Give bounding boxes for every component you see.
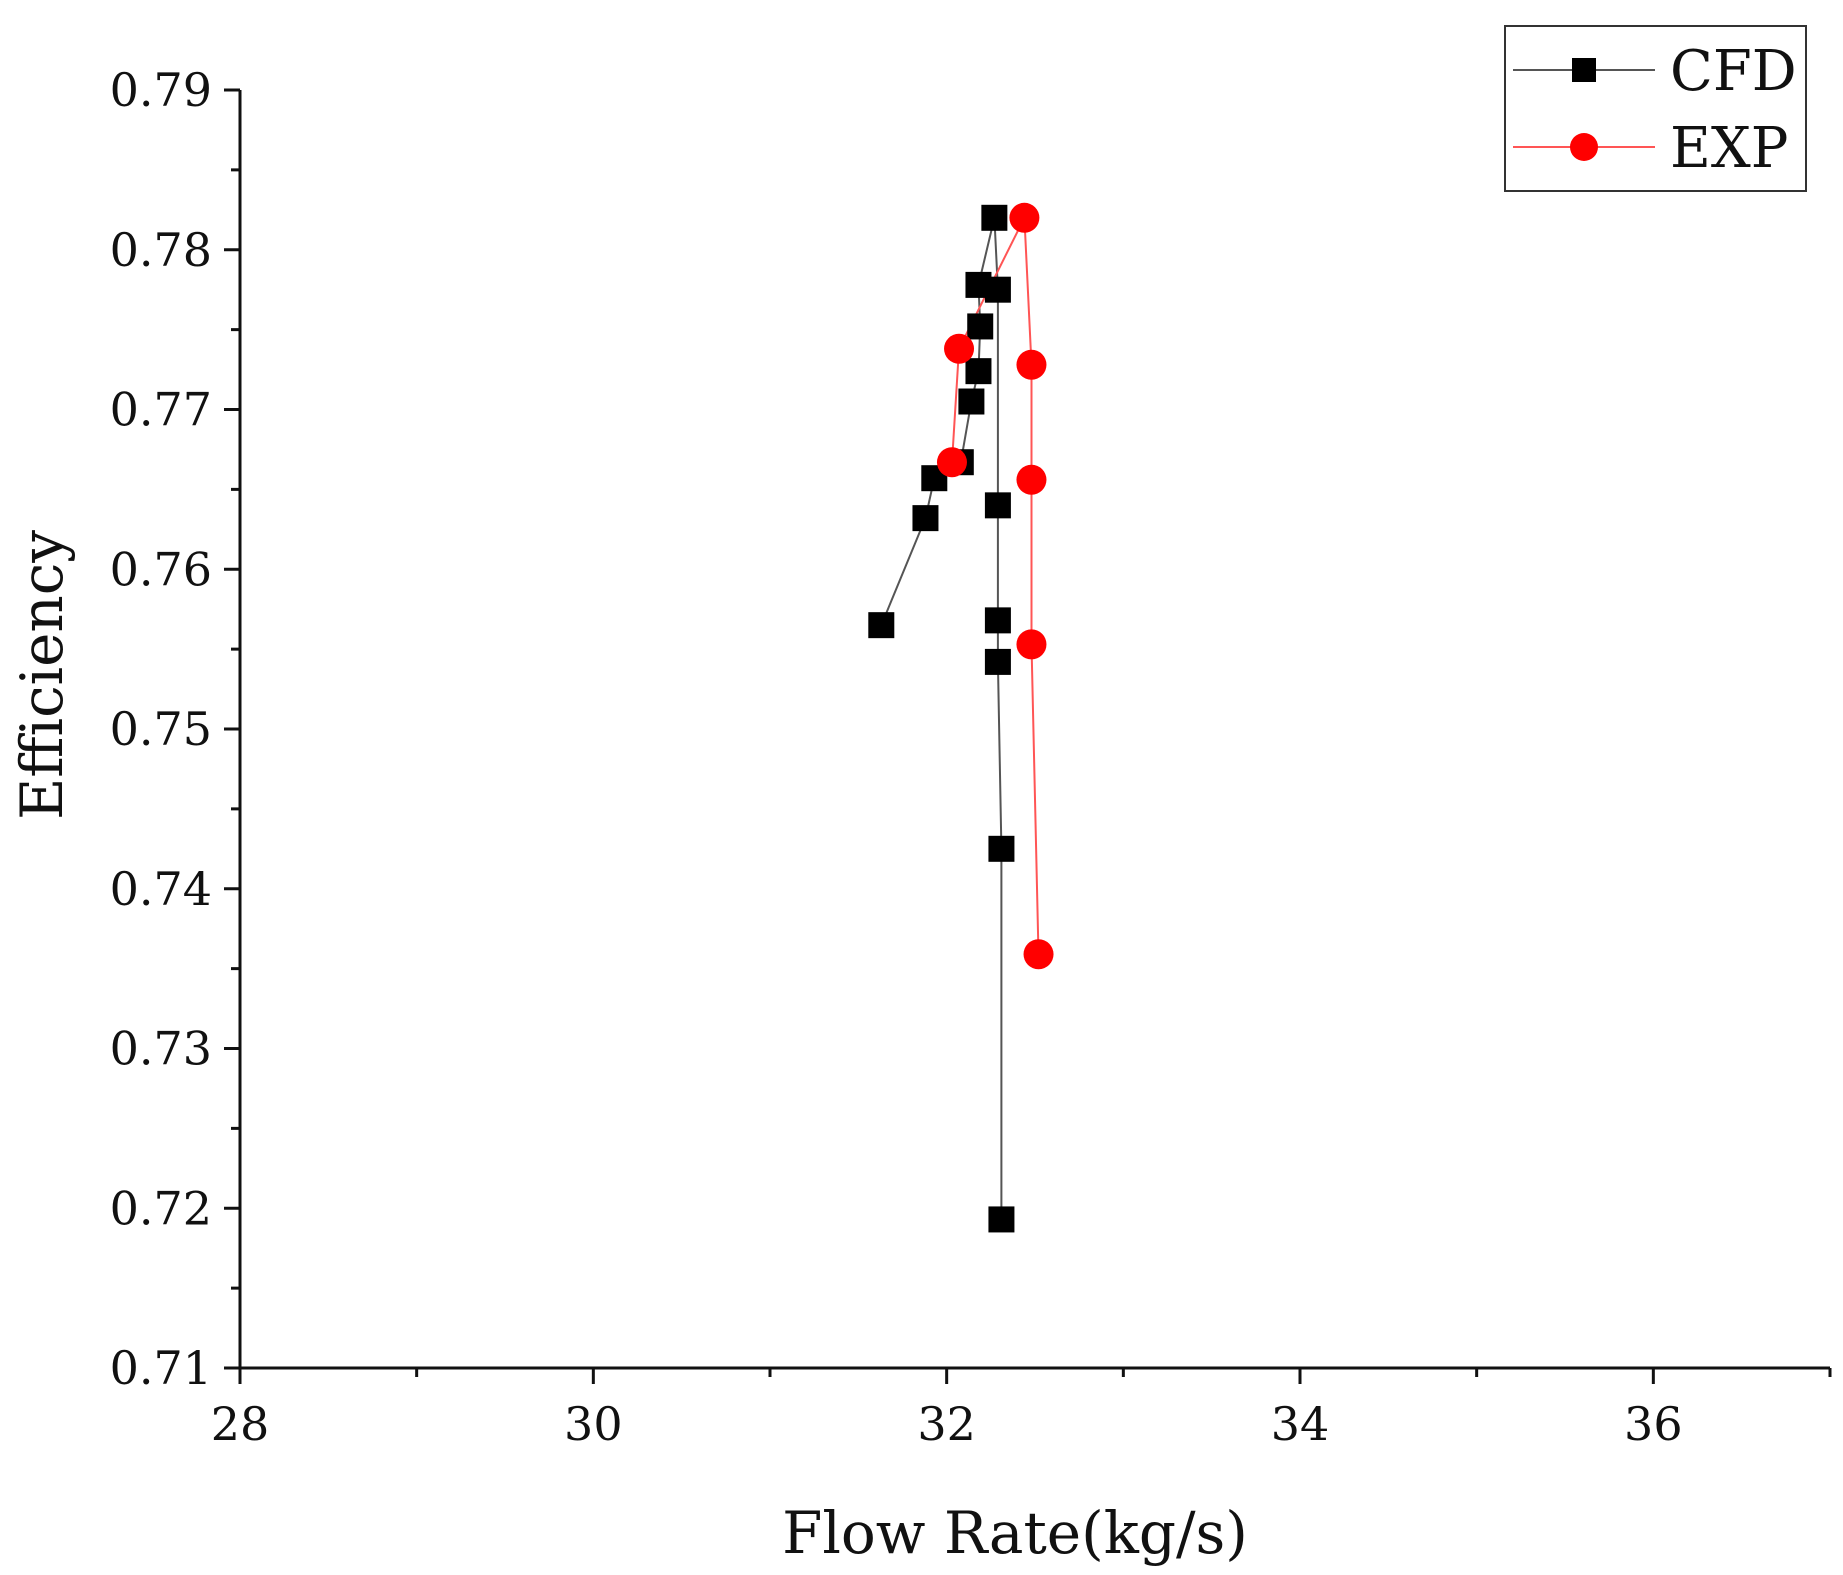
data-point-cfd (984, 648, 1011, 675)
data-point-cfd (958, 388, 985, 415)
data-point-cfd (965, 358, 992, 385)
data-point-exp (1023, 939, 1054, 970)
legend-marker-exp (1570, 133, 1598, 161)
series-lines (880, 213, 1040, 1220)
data-point-exp (1016, 349, 1047, 380)
y-tick-label: 0.73 (110, 1022, 212, 1076)
data-point-cfd (988, 835, 1015, 862)
data-point-cfd (984, 607, 1011, 634)
y-tick-label: 0.71 (110, 1341, 212, 1395)
legend-marker-cfd (1572, 58, 1596, 82)
legend-label-exp: EXP (1670, 116, 1788, 181)
x-tick-label: 36 (1624, 1397, 1683, 1451)
data-point-cfd (912, 505, 939, 532)
series-markers (868, 202, 1054, 1233)
x-tick-label: 34 (1271, 1397, 1330, 1451)
data-point-exp (1016, 464, 1047, 495)
x-tick-label: 30 (564, 1397, 623, 1451)
y-axis-title: Efficiency (8, 530, 76, 820)
x-axis-title: Flow Rate(kg/s) (782, 1499, 1248, 1567)
x-tick-label: 32 (917, 1397, 976, 1451)
y-tick-label: 0.76 (110, 542, 212, 596)
y-tick-label: 0.78 (110, 223, 212, 277)
legend: CFD EXP (1504, 25, 1807, 192)
data-point-cfd (868, 612, 895, 639)
data-point-cfd (988, 1206, 1015, 1233)
data-point-exp (944, 333, 975, 364)
axes: 28 30 32 34 36 0.71 0.72 0.73 0.74 0.75 0.76 0.77 0.… (110, 63, 1832, 1451)
data-point-exp (936, 447, 967, 478)
y-tick-label: 0.75 (110, 702, 212, 756)
legend-label-cfd: CFD (1670, 39, 1797, 104)
y-tick-label: 0.77 (110, 383, 212, 437)
x-tick-label: 28 (211, 1397, 270, 1451)
y-tick-label: 0.72 (110, 1181, 212, 1235)
data-point-cfd (984, 492, 1011, 519)
y-tick-label: 0.79 (110, 63, 212, 117)
data-point-cfd (981, 204, 1008, 231)
data-point-exp (1009, 202, 1040, 233)
y-tick-label: 0.74 (110, 862, 212, 916)
data-point-cfd (967, 313, 994, 340)
legend-box (1504, 25, 1807, 192)
data-point-cfd (984, 276, 1011, 303)
data-point-exp (1016, 629, 1047, 660)
